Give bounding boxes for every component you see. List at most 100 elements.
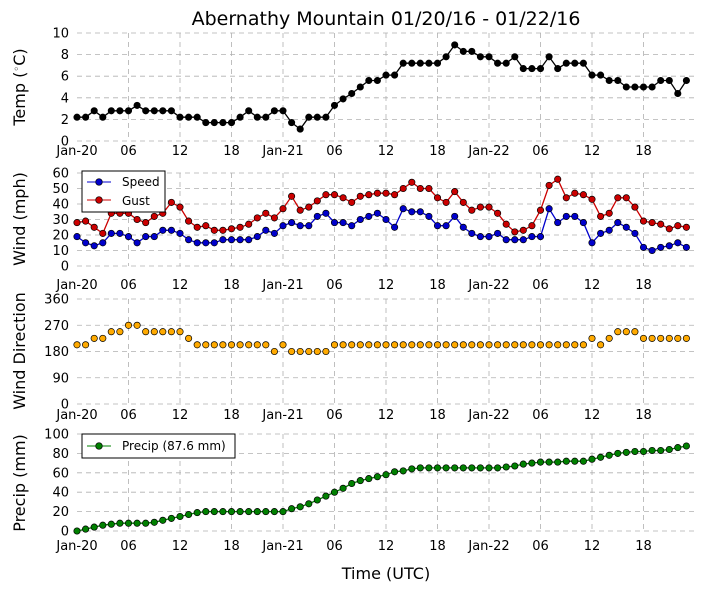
temp-data-point: [442, 53, 450, 61]
precip-data-point: [674, 444, 682, 452]
wind-data-point: [262, 209, 270, 217]
temp-data-point: [459, 47, 467, 55]
direction-data-point: [150, 328, 158, 336]
wind-data-point: [536, 233, 545, 241]
direction-data-point: [579, 341, 587, 349]
precip-data-point: [494, 464, 502, 472]
direction-data-point: [502, 341, 510, 349]
temp-xtick-label: 18: [429, 144, 446, 159]
precip-data-point: [270, 508, 278, 516]
wind-data-point: [442, 222, 450, 230]
precip-data-point: [288, 505, 296, 513]
wind-data-point: [399, 205, 407, 213]
direction-data-point: [648, 334, 656, 342]
temp-data-point: [288, 119, 296, 127]
wind-data-point: [313, 212, 321, 220]
precip-data-point: [296, 503, 304, 511]
wind-data-point: [519, 236, 527, 244]
precip-xtick-label: Jan-21: [261, 539, 303, 554]
precip-data-point: [648, 446, 656, 455]
wind-xtick-label: 12: [172, 278, 189, 293]
temp-plot-area: 0 2 4 6 8 10 Jan-20 06 12 18 Jan-21 06 12 18 Jan-22 06 1…: [52, 27, 695, 159]
temp-data-point: [554, 65, 562, 73]
temp-xtick-label: 18: [635, 144, 652, 159]
temp-data-point: [133, 101, 141, 109]
wind-data-point: [90, 223, 98, 231]
wind-data-point: [639, 243, 648, 251]
temp-data-point: [99, 113, 107, 121]
wind-data-point: [356, 192, 364, 200]
direction-data-point: [296, 347, 304, 356]
precip-xtick-label: 18: [429, 539, 446, 554]
temp-xtick-label: 06: [120, 144, 137, 159]
direction-data-point: [382, 341, 390, 349]
temp-data-point: [605, 76, 613, 85]
wind-data-point: [554, 175, 562, 183]
precip-data-point: [459, 464, 467, 472]
wind-data-point: [433, 222, 442, 230]
wind-data-point: [245, 236, 253, 244]
precip-data-point: [176, 512, 184, 521]
precip-data-point: [99, 521, 107, 529]
wind-data-point: [391, 191, 399, 199]
temp-data-point: [468, 47, 476, 55]
temp-series-line-0: [77, 43, 687, 131]
wind-data-point: [502, 236, 510, 244]
direction-data-point: [399, 341, 407, 349]
direction-ytick-label: 270: [44, 319, 69, 334]
temp-data-point: [588, 71, 596, 79]
temp-data-point: [193, 113, 201, 121]
wind-data-point: [391, 223, 399, 231]
wind-ytick-label: 40: [52, 198, 69, 213]
temp-data-point: [90, 107, 98, 115]
precip-data-point: [330, 488, 339, 496]
direction-data-point: [193, 341, 201, 349]
wind-data-point: [451, 188, 459, 196]
direction-ytick-label: 360: [44, 293, 69, 308]
wind-data-point: [185, 217, 193, 225]
precip-ytick-label: 80: [52, 447, 69, 462]
direction-data-point: [227, 341, 236, 349]
precip-data-point: [519, 460, 527, 468]
temp-data-point: [494, 59, 502, 67]
direction-data-point: [605, 334, 613, 342]
wind-data-point: [597, 229, 605, 237]
wind-data-point: [579, 191, 587, 199]
temp-data-point: [262, 113, 270, 121]
precip-legend: Precip (87.6 mm): [81, 433, 236, 459]
temp-ytick-label: 6: [61, 70, 69, 85]
direction-data-point: [562, 341, 570, 349]
wind-legend: Speed Gust: [81, 170, 166, 213]
wind-data-point: [236, 223, 244, 231]
wind-data-point: [485, 233, 493, 241]
direction-data-point: [571, 341, 579, 349]
wind-data-point: [253, 233, 261, 241]
wind-data-point: [348, 198, 356, 206]
temp-data-point: [528, 65, 536, 73]
wind-data-point: [639, 217, 648, 225]
wind-data-point: [82, 239, 90, 247]
wind-data-point: [73, 233, 81, 241]
wind-data-point: [648, 219, 656, 227]
wind-xtick-label: 12: [584, 278, 601, 293]
wind-data-point: [227, 225, 236, 233]
temp-data-point: [82, 113, 90, 121]
wind-data-point: [305, 203, 313, 211]
temp-xtick-label: 12: [584, 144, 601, 159]
wind-data-point: [674, 222, 682, 230]
wind-data-point: [193, 239, 201, 247]
precip-xtick-label: 18: [223, 539, 240, 554]
direction-data-point: [330, 341, 339, 349]
precip-data-point: [339, 484, 347, 492]
temp-xtick-label: 12: [172, 144, 189, 159]
direction-data-point: [554, 341, 562, 349]
wind-data-point: [99, 239, 107, 247]
wind-data-point: [571, 212, 579, 220]
direction-data-point: [124, 321, 133, 329]
wind-data-point: [562, 194, 570, 202]
precip-ytick-label: 0: [61, 525, 69, 540]
wind-ytick-label: 30: [52, 213, 69, 228]
wind-data-point: [193, 223, 201, 231]
wind-legend-box: [81, 170, 166, 213]
